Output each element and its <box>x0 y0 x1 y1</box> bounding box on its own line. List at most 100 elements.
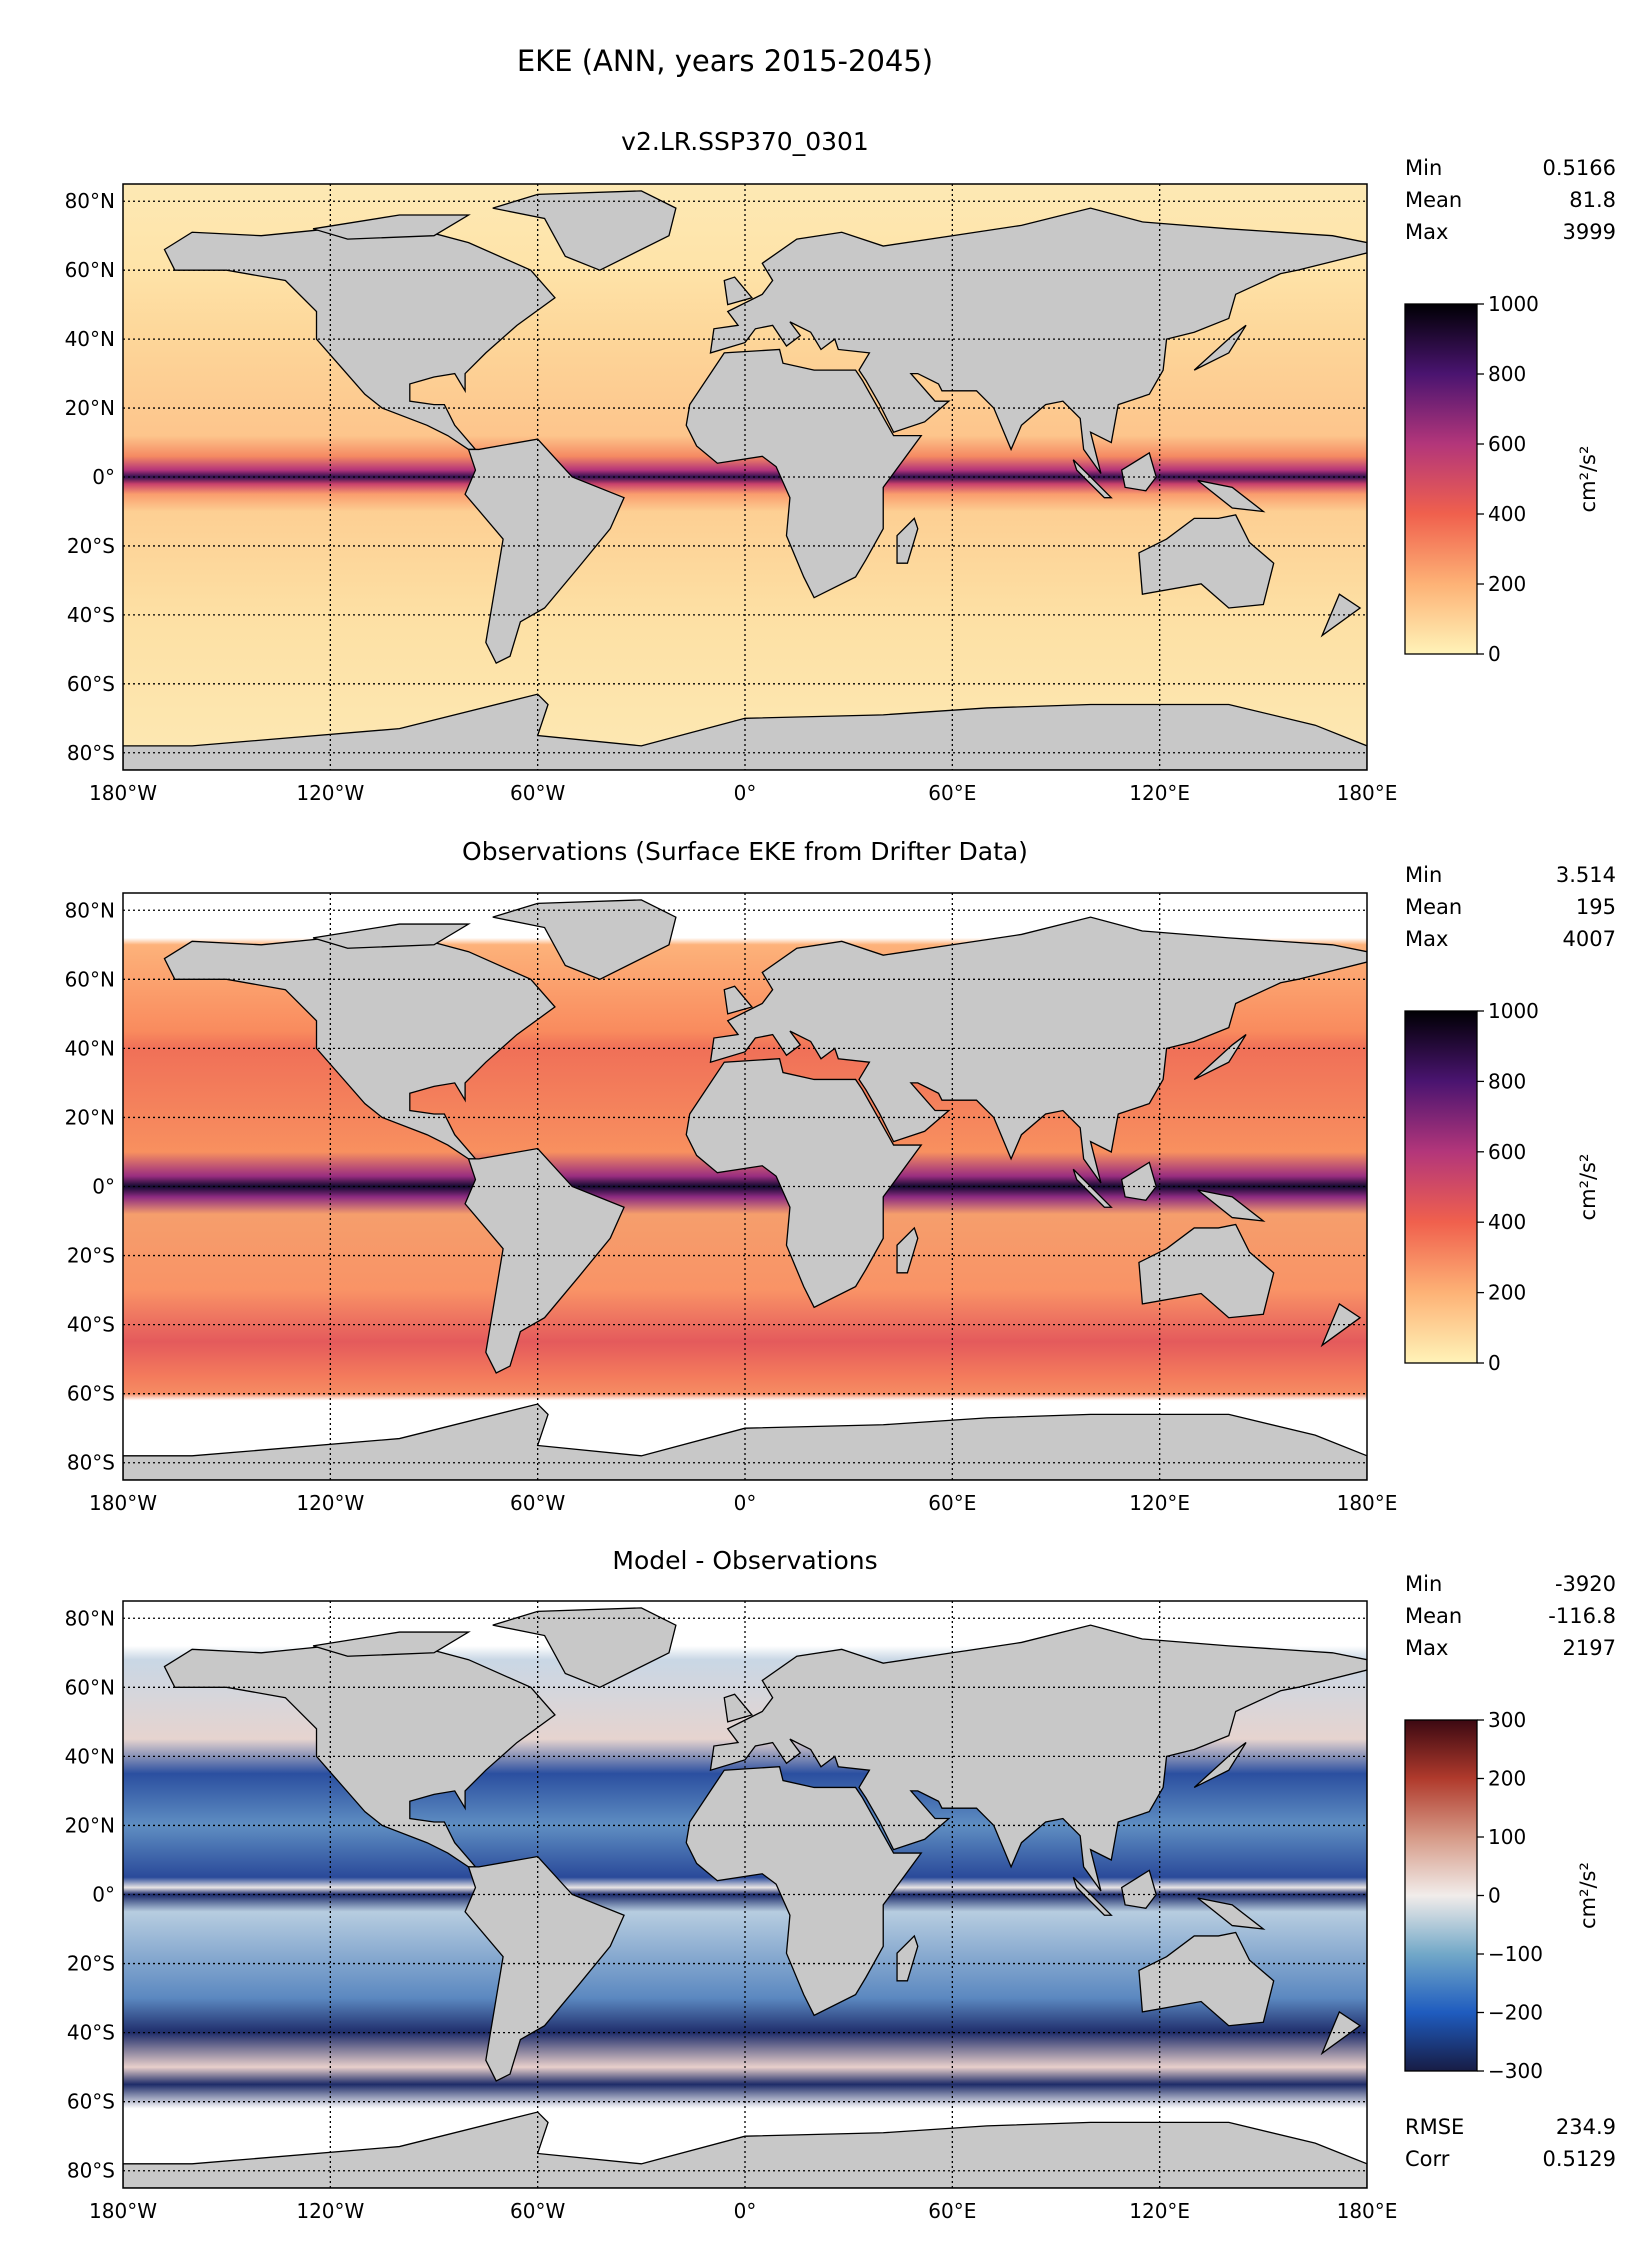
colorbar-tick-label: 1000 <box>1488 999 1539 1023</box>
stat-label: Max <box>1405 220 1448 244</box>
y-tick-label: 60°N <box>65 258 115 282</box>
suptitle: EKE (ANN, years 2015-2045) <box>517 44 933 78</box>
stat-value: 81.8 <box>1569 188 1616 212</box>
x-tick-label: 180°E <box>1337 2199 1398 2223</box>
x-tick-label: 60°E <box>928 781 976 805</box>
y-tick-label: 80°S <box>67 741 115 765</box>
panel-2: Observations (Surface EKE from Drifter D… <box>65 837 1616 1515</box>
stat-value: 3999 <box>1563 220 1616 244</box>
land-mass <box>723 276 754 306</box>
stat-label: Mean <box>1405 895 1462 919</box>
land-mass <box>123 693 1367 770</box>
y-tick-label: 40°S <box>67 2021 115 2045</box>
land-mass <box>1120 1161 1157 1202</box>
panel-title: Observations (Surface EKE from Drifter D… <box>462 837 1028 866</box>
x-tick-label: 120°E <box>1129 2199 1190 2223</box>
colorbar-unit-label: cm²/s² <box>1576 1154 1600 1221</box>
land-mass <box>1138 1931 1275 2027</box>
y-tick-label: 80°N <box>65 898 115 922</box>
colorbar-tick-label: 600 <box>1488 1140 1526 1164</box>
stat-value: 234.9 <box>1556 2115 1616 2139</box>
land-mass <box>685 1766 923 2017</box>
land-mass <box>896 1934 919 1982</box>
land-layer <box>123 899 1367 1480</box>
panel-title: v2.LR.SSP370_0301 <box>621 127 869 156</box>
panel-title: Model - Observations <box>612 1546 877 1575</box>
land-mass <box>1197 479 1266 513</box>
colorbar-tick-label: 0 <box>1488 642 1501 666</box>
map-frame <box>122 892 1368 1481</box>
land-mass <box>123 2111 1367 2188</box>
land-mass <box>1320 2010 1362 2056</box>
stat-label: RMSE <box>1405 2115 1464 2139</box>
x-tick-label: 120°E <box>1129 1491 1190 1515</box>
stat-value: 2197 <box>1563 1636 1616 1660</box>
y-tick-label: 60°S <box>67 672 115 696</box>
x-tick-label: 120°W <box>296 1491 364 1515</box>
x-tick-label: 60°E <box>928 2199 976 2223</box>
x-tick-label: 180°E <box>1337 1491 1398 1515</box>
stat-value: 195 <box>1576 895 1616 919</box>
y-tick-label: 20°S <box>67 1244 115 1268</box>
panel-1: v2.LR.SSP370_0301 180°W 120°W 60°W 0° 60°E 120… <box>65 127 1616 805</box>
x-tick-label: 180°E <box>1337 781 1398 805</box>
stat-value: 0.5166 <box>1543 156 1616 180</box>
land-mass <box>685 1058 923 1309</box>
y-tick-label: 60°S <box>67 1382 115 1406</box>
land-mass <box>1120 1869 1157 1910</box>
colorbar-tick-label: 400 <box>1488 502 1526 526</box>
land-mass <box>723 985 754 1015</box>
colorbar-tick-label: 200 <box>1488 1767 1526 1791</box>
stat-label: Max <box>1405 1636 1448 1660</box>
land-mass <box>464 1147 625 1374</box>
colorbar-tick-label: 0 <box>1488 1884 1501 1908</box>
stat-label: Min <box>1405 863 1442 887</box>
panel-3: Model - Observations 180°W 120°W 60°W 0° 60°E… <box>65 1546 1616 2223</box>
y-tick-label: 20°S <box>67 534 115 558</box>
y-tick-label: 0° <box>92 465 115 489</box>
map-frame <box>122 1600 1368 2189</box>
colorbar-tick-label: −200 <box>1488 2001 1543 2025</box>
map-frame <box>122 183 1368 771</box>
land-mass <box>1120 451 1157 492</box>
stat-label: Max <box>1405 927 1448 951</box>
land-mass <box>492 1607 677 1689</box>
land-mass <box>896 1226 919 1274</box>
colorbar-tick-label: 800 <box>1488 362 1526 386</box>
land-mass <box>492 190 677 271</box>
colorbar-tick-label: 100 <box>1488 1825 1526 1849</box>
land-mass <box>312 214 471 240</box>
x-tick-label: 120°W <box>296 2199 364 2223</box>
colorbar-tick-label: 600 <box>1488 432 1526 456</box>
colorbar-unit-label: cm²/s² <box>1576 446 1600 513</box>
colorbar-unit-label: cm²/s² <box>1576 1862 1600 1929</box>
y-tick-label: 60°N <box>65 967 115 991</box>
colorbar-tick-label: 0 <box>1488 1351 1501 1375</box>
colorbar-tick-label: 400 <box>1488 1210 1526 1234</box>
land-mass <box>464 1855 625 2082</box>
y-tick-label: 20°N <box>65 1813 115 1837</box>
colorbar <box>1404 1719 1478 2072</box>
y-tick-label: 0° <box>92 1883 115 1907</box>
stat-label: Mean <box>1405 1604 1462 1628</box>
stat-value: 4007 <box>1563 927 1616 951</box>
colorbar <box>1404 303 1478 655</box>
y-tick-label: 80°N <box>65 189 115 213</box>
colorbar-tick-label: 1000 <box>1488 292 1539 316</box>
land-mass <box>1193 324 1247 371</box>
land-mass <box>1138 1223 1275 1319</box>
stat-label: Min <box>1405 1572 1442 1596</box>
y-tick-label: 40°S <box>67 603 115 627</box>
y-tick-label: 20°N <box>65 1105 115 1129</box>
land-mass <box>685 348 923 599</box>
y-tick-label: 80°N <box>65 1606 115 1630</box>
y-tick-label: 60°S <box>67 2090 115 2114</box>
land-mass <box>492 899 677 981</box>
x-tick-label: 180°W <box>89 1491 157 1515</box>
colorbar-tick-label: −300 <box>1488 2059 1543 2083</box>
y-tick-label: 20°S <box>67 1952 115 1976</box>
land-mass <box>1138 514 1275 609</box>
land-mass <box>1072 1876 1113 1916</box>
stat-label: Corr <box>1405 2147 1450 2171</box>
y-tick-label: 40°N <box>65 1036 115 1060</box>
